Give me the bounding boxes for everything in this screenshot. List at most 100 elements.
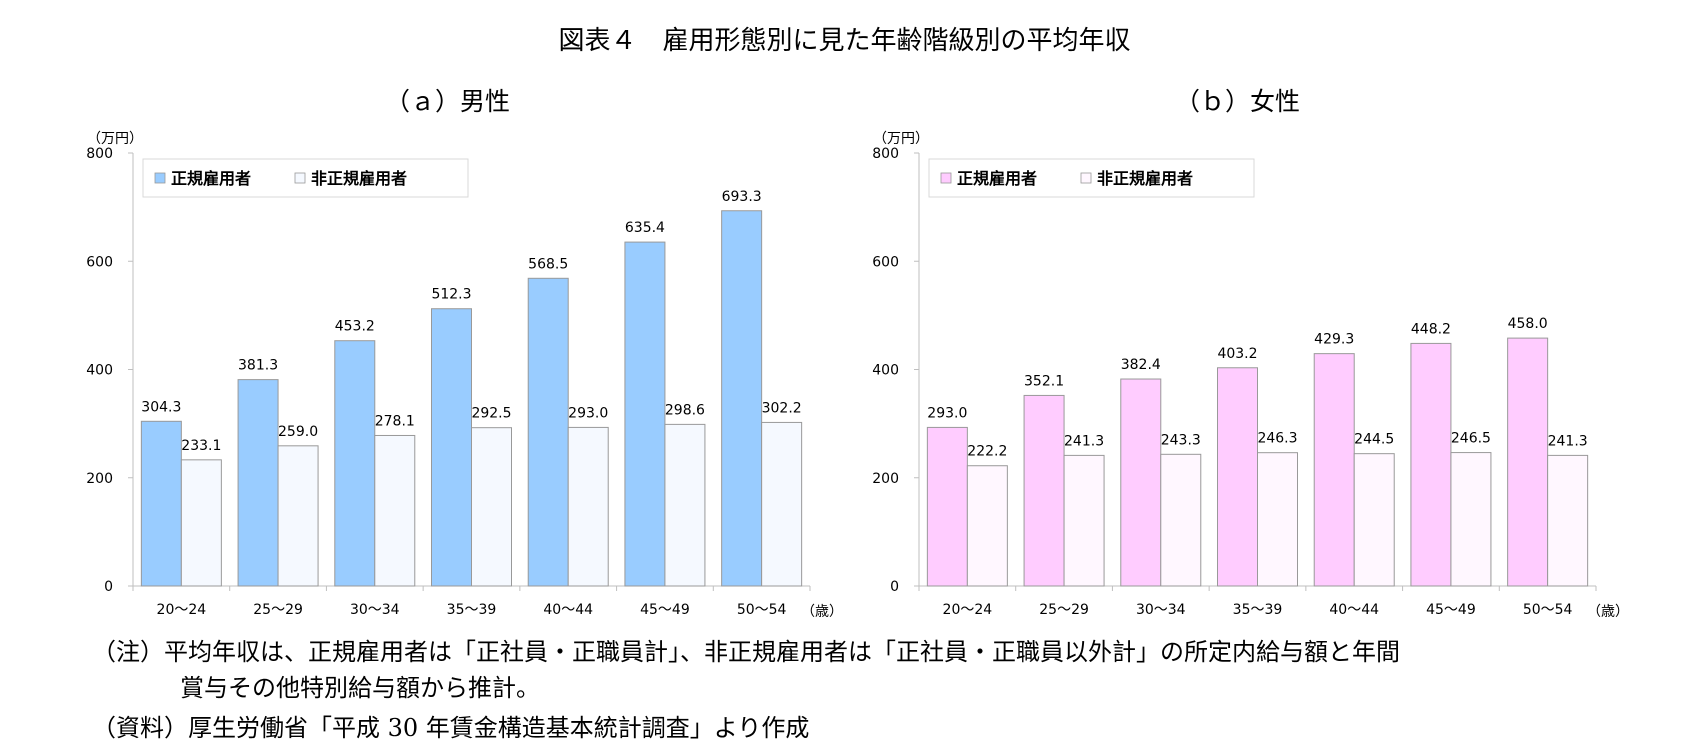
x-tick-label: 20～24: [943, 602, 993, 618]
y-tick-label: 0: [104, 579, 113, 595]
data-label: 429.3: [1314, 332, 1354, 348]
bar-regular: [721, 210, 763, 587]
bar-nonregular: [1160, 453, 1202, 587]
bar-nonregular: [966, 465, 1008, 587]
legend-swatch: [154, 172, 166, 184]
data-label: 222.2: [967, 444, 1007, 460]
bar-regular: [431, 308, 472, 587]
bar-regular: [527, 277, 569, 587]
x-axis-unit: （歳）: [1587, 604, 1629, 620]
bar-regular: [237, 379, 279, 587]
legend-swatch: [940, 172, 952, 184]
data-label: 568.5: [528, 256, 568, 272]
bar-regular: [624, 241, 666, 587]
data-label: 382.4: [1121, 357, 1161, 373]
y-tick-label: 400: [872, 363, 899, 379]
data-label: 293.0: [568, 405, 608, 421]
x-tick-label: 45～49: [1426, 602, 1476, 618]
bar-nonregular: [471, 427, 512, 587]
data-label: 246.5: [1451, 431, 1491, 447]
data-label: 448.2: [1411, 321, 1451, 337]
data-label: 453.2: [335, 319, 375, 335]
x-tick-label: 45～49: [640, 602, 690, 618]
data-label: 244.5: [1354, 432, 1394, 448]
data-label: 233.1: [181, 438, 221, 454]
legend-swatch: [294, 172, 306, 184]
y-tick-label: 400: [86, 363, 113, 379]
x-tick-label: 30～34: [350, 602, 400, 618]
y-tick-label: 200: [872, 471, 899, 487]
bar-nonregular: [1063, 454, 1105, 587]
legend-label: 非正規雇用者: [1097, 169, 1193, 188]
data-label: 352.1: [1024, 373, 1064, 389]
bar-nonregular: [1450, 452, 1492, 587]
bar-nonregular: [374, 434, 416, 587]
bar-nonregular: [1257, 452, 1298, 587]
data-label: 241.3: [1064, 433, 1104, 449]
y-tick-label: 800: [872, 146, 899, 162]
bar-regular: [140, 420, 182, 587]
legend-label: 非正規雇用者: [311, 169, 407, 188]
bar-regular: [1120, 378, 1162, 587]
x-tick-label: 35～39: [1233, 602, 1283, 618]
source-text: （資料）厚生労働省「平成 30 年賃金構造基本統計調査」より作成: [92, 714, 810, 742]
y-tick-label: 200: [86, 471, 113, 487]
x-tick-label: 50～54: [1523, 602, 1573, 618]
data-label: 246.3: [1257, 431, 1297, 447]
legend-swatch: [1080, 172, 1092, 184]
y-axis-unit: （万円）: [873, 131, 929, 147]
x-tick-label: 35～39: [447, 602, 497, 618]
data-label: 298.6: [665, 402, 705, 418]
data-label: 304.3: [141, 399, 181, 415]
bar-regular: [1217, 367, 1258, 587]
legend-box: [142, 158, 469, 198]
figure-title: 図表４ 雇用形態別に見た年齢階級別の平均年収: [558, 26, 1131, 56]
data-label: 302.2: [762, 400, 802, 416]
x-tick-label: 25～29: [1039, 602, 1089, 618]
bar-regular: [1507, 337, 1549, 587]
data-label: 278.1: [375, 413, 415, 429]
data-label: 635.4: [625, 220, 665, 236]
bar-regular: [1313, 353, 1355, 587]
x-axis-unit: （歳）: [801, 604, 843, 620]
data-label: 243.3: [1161, 432, 1201, 448]
y-tick-label: 0: [890, 579, 899, 595]
data-label: 292.5: [471, 406, 511, 422]
bar-nonregular: [180, 459, 222, 587]
data-label: 293.0: [927, 405, 967, 421]
x-tick-label: 50～54: [737, 602, 787, 618]
data-label: 381.3: [238, 358, 278, 374]
legend-label: 正規雇用者: [171, 169, 251, 188]
note-text-continued: 賞与その他特別給与額から推計。: [180, 674, 540, 702]
note-text: （注）平均年収は、正規雇用者は「正社員・正職員計」、非正規雇用者は「正社員・正職…: [92, 638, 1400, 666]
legend: 正規雇用者 非正規雇用者: [142, 158, 469, 198]
data-label: 241.3: [1548, 433, 1588, 449]
legend-label: 正規雇用者: [957, 169, 1037, 188]
bar-regular: [1023, 394, 1065, 587]
x-tick-label: 40～44: [543, 602, 593, 618]
data-label: 512.3: [431, 287, 471, 303]
bar-nonregular: [1547, 454, 1589, 587]
y-tick-label: 600: [872, 254, 899, 270]
legend-box: [928, 158, 1255, 198]
y-tick-label: 600: [86, 254, 113, 270]
chart-a-title: （ａ）男性: [385, 87, 511, 116]
chart-female: （万円） 0 200 400 600 800 （歳） 293.0 222.2 20～24 352.1…: [872, 131, 1629, 620]
bar-regular: [926, 426, 968, 587]
bar-nonregular: [761, 421, 803, 587]
y-axis-unit: （万円）: [87, 131, 143, 147]
data-label: 458.0: [1508, 316, 1548, 332]
x-tick-label: 20～24: [157, 602, 207, 618]
x-tick-label: 40～44: [1329, 602, 1379, 618]
bar-nonregular: [567, 426, 609, 587]
x-tick-label: 25～29: [253, 602, 303, 618]
bar-nonregular: [277, 445, 319, 587]
y-tick-label: 800: [86, 146, 113, 162]
x-tick-label: 30～34: [1136, 602, 1186, 618]
data-label: 403.2: [1217, 346, 1257, 362]
data-label: 693.3: [722, 189, 762, 205]
chart-male: （万円） 0 200 400 600 800 （歳） 304.3 233.1 20～24 381.3…: [86, 131, 843, 620]
legend: 正規雇用者 非正規雇用者: [928, 158, 1255, 198]
bar-nonregular: [664, 423, 706, 587]
bar-regular: [334, 340, 376, 587]
